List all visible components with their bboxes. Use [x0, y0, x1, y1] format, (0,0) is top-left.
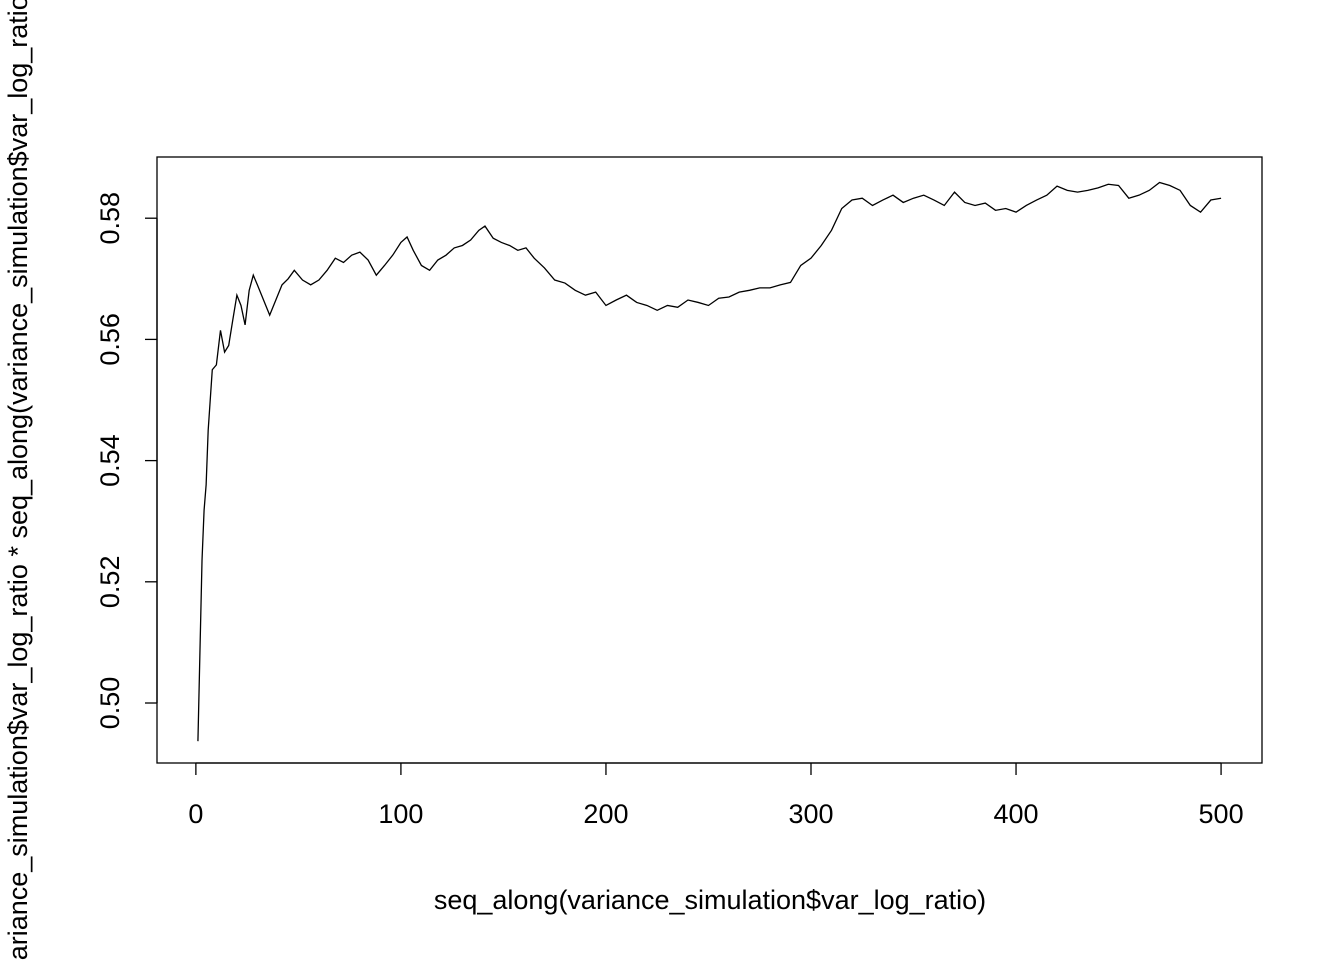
- x-tick-label: 400: [994, 799, 1039, 829]
- x-axis-label: seq_along(variance_simulation$var_log_ra…: [434, 885, 986, 915]
- x-tick-label: 0: [188, 799, 203, 829]
- y-tick-label: 0.52: [95, 556, 125, 609]
- x-tick-label: 200: [583, 799, 628, 829]
- x-tick-label: 500: [1199, 799, 1244, 829]
- y-tick-label: 0.50: [95, 677, 125, 730]
- data-line: [197, 181, 1222, 742]
- plot-box: [156, 156, 1263, 764]
- y-tick-label: 0.56: [95, 313, 125, 366]
- x-tick-label: 100: [378, 799, 423, 829]
- y-tick-label: 0.54: [95, 434, 125, 487]
- x-tick-label: 300: [788, 799, 833, 829]
- y-tick-label: 0.58: [95, 192, 125, 245]
- y-axis-label: variance_simulation$var_log_ratio * seq_…: [3, 0, 33, 960]
